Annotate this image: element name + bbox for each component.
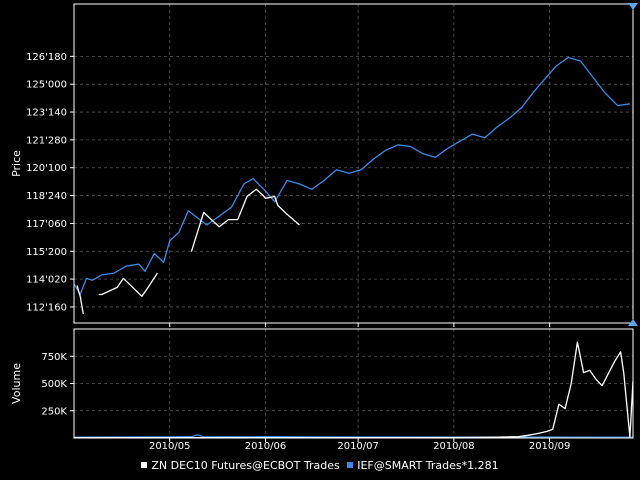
price-series-line-ief — [73, 56, 630, 296]
legend-label-zn: ZN DEC10 Futures@ECBOT Trades — [151, 459, 340, 472]
price-series-line-zn — [98, 272, 158, 297]
price-frame — [73, 3, 634, 324]
scroll-up-marker-icon — [628, 319, 638, 326]
price-tick-label-y: 114'020 — [26, 275, 67, 286]
tick-label-x: 2010/06 — [245, 441, 287, 452]
volume-tick-label-y: 500K — [41, 379, 67, 390]
price-tick-label-y: 117'060 — [26, 219, 67, 230]
tick-label-x: 2010/08 — [433, 441, 475, 452]
tick-label-x: 2010/09 — [529, 441, 571, 452]
price-tick-label-y: 126'180 — [26, 52, 67, 63]
legend-swatch-ief — [347, 462, 354, 468]
price-tick-label-y: 115'200 — [26, 247, 67, 258]
volume-tick-label-y: 750K — [41, 352, 67, 363]
legend: ZN DEC10 Futures@ECBOT Trades IEF@SMART … — [0, 459, 640, 472]
price-tick-label-y: 112'160 — [26, 302, 67, 313]
volume-axis-title: Volume — [10, 363, 23, 404]
volume-plot-area — [74, 329, 633, 438]
price-series-line-zn — [76, 285, 84, 315]
tick-label-x: 2010/07 — [337, 441, 379, 452]
legend-item-zn: ZN DEC10 Futures@ECBOT Trades — [141, 459, 340, 472]
volume-panel: 250K 500K 750K 2010/05 2010/06 2010/07 2010/08… — [10, 328, 634, 452]
price-tick-label-y: 125'000 — [26, 80, 67, 91]
price-tick-label-y: 121'280 — [26, 135, 67, 146]
price-axis-title: Price — [10, 150, 23, 177]
price-tick-label-y: 120'100 — [26, 163, 67, 174]
price-series-line-zn — [190, 188, 300, 252]
volume-series-line-ief — [73, 434, 633, 438]
legend-swatch-zn — [141, 462, 148, 468]
price-tick-label-y: 118'240 — [26, 191, 67, 202]
price-plot-area — [74, 4, 633, 323]
legend-item-ief: IEF@SMART Trades*1.281 — [347, 459, 499, 472]
scroll-down-marker-icon — [628, 3, 638, 10]
price-tick-label-y: 123'140 — [26, 108, 67, 119]
volume-tick-label-y: 250K — [41, 406, 67, 417]
tick-label-x: 2010/05 — [149, 441, 191, 452]
legend-label-ief: IEF@SMART Trades*1.281 — [357, 459, 499, 472]
price-panel: 112'160 114'020 115'200 117'060 118'240 120'1… — [10, 3, 638, 327]
volume-frame — [73, 328, 634, 439]
